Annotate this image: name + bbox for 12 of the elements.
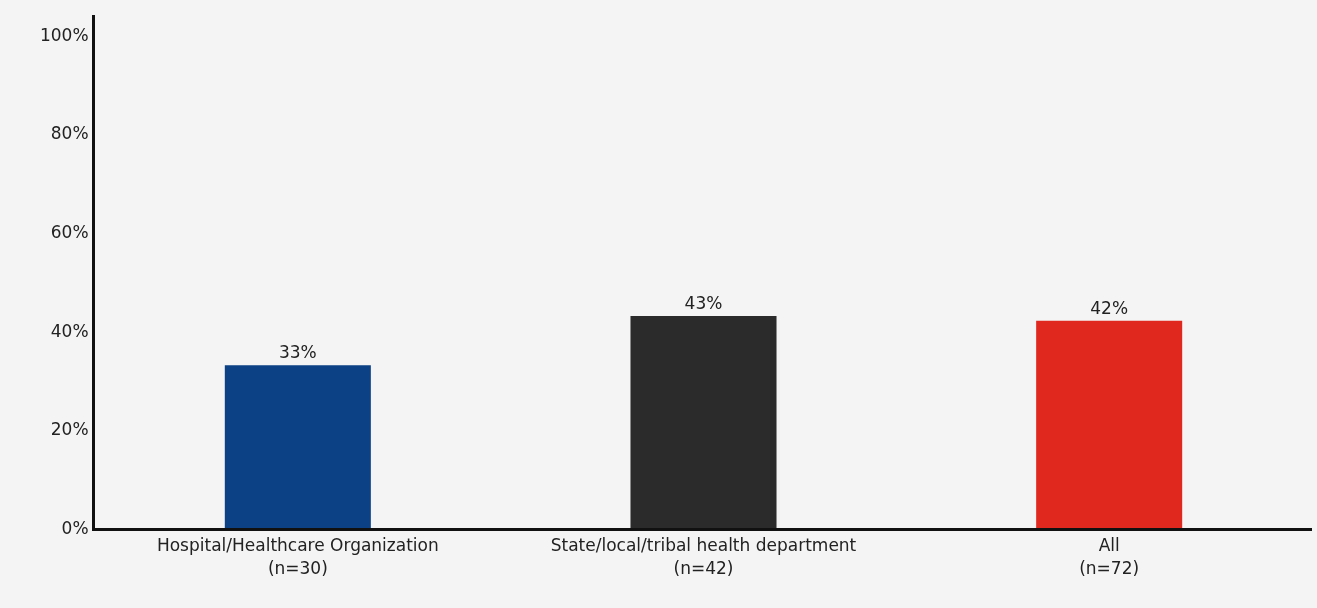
y-tick-label: 80% [50,123,89,144]
y-tick-label: 20% [50,419,89,440]
y-tick-label: 0% [61,517,89,538]
data-label: 42% [1090,297,1129,318]
x-tick-label: Hospital/Healthcare Organization (n=30) [156,535,439,578]
data-label: 43% [684,292,723,313]
x-tick-label: State/local/tribal health department (n=42) [550,535,857,578]
data-label: 33% [278,342,317,363]
x-tick-label: All (n=72) [1079,535,1140,578]
y-tick-label: 40% [50,320,89,341]
y-tick-label: 60% [50,221,89,242]
y-tick-label: 100% [39,24,89,45]
